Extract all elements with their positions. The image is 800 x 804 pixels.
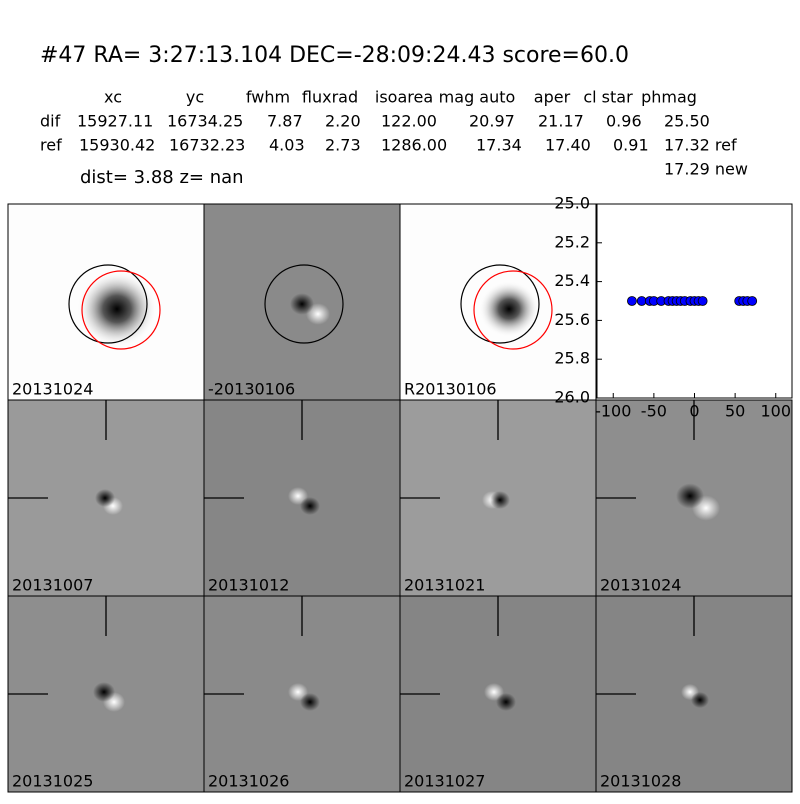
panel: 20131007 <box>7 399 205 597</box>
panel: 20131024 <box>595 399 793 597</box>
dipole-dark <box>490 491 510 509</box>
table-cell: 17.34 <box>476 136 522 155</box>
panel: 20131012 <box>203 399 401 597</box>
panel-label: 20131025 <box>12 772 93 791</box>
table-cell: 15930.42 <box>79 136 155 155</box>
panel-label: 20131026 <box>208 772 289 791</box>
x-tick-label: -100 <box>595 402 631 421</box>
y-tick-label: 25.4 <box>554 271 590 290</box>
panel-label: 20131027 <box>404 772 485 791</box>
column-header: xc <box>104 88 122 107</box>
dipole-dark <box>496 693 516 711</box>
panel-label: 20131007 <box>12 576 93 595</box>
table-cell: 20.97 <box>469 112 515 131</box>
x-tick-label: -50 <box>641 402 667 421</box>
aperture <box>68 264 148 344</box>
panel-label: 20131024 <box>12 380 93 399</box>
panel-label: 20131024 <box>600 576 681 595</box>
table-cell: 7.87 <box>267 112 303 131</box>
aperture <box>264 264 344 344</box>
dist: dist= 3.88 z= nan <box>80 167 244 188</box>
phmag-new: 17.29 new <box>664 160 748 179</box>
table-cell: 15927.11 <box>77 112 153 131</box>
y-tick-label: 26.0 <box>554 388 590 407</box>
table-cell: 17.32 ref <box>664 136 737 155</box>
panel-label: -20130106 <box>208 380 295 399</box>
point <box>747 296 758 306</box>
table-cell: 4.03 <box>269 136 305 155</box>
table-cell: 122.00 <box>381 112 437 131</box>
table-cell: 2.20 <box>325 112 361 131</box>
panel-label: 20131021 <box>404 576 485 595</box>
y-tick-label: 25.2 <box>554 232 590 251</box>
point <box>636 296 647 306</box>
panel: 20131021 <box>399 399 597 597</box>
table-cell: 25.50 <box>664 112 710 131</box>
panel: 20131024 <box>7 203 205 401</box>
y-tick-label: 25.8 <box>554 349 590 368</box>
y-tick-label: 25.6 <box>554 310 590 329</box>
panel: R20130106 <box>399 203 597 401</box>
panel-label: 20131012 <box>208 576 289 595</box>
table-cell: 21.17 <box>538 112 584 131</box>
dipole-dark <box>691 691 709 709</box>
column-header: aper <box>534 88 571 107</box>
aperture <box>460 264 540 344</box>
dipole-dark <box>290 293 314 315</box>
source <box>479 281 539 337</box>
panel-label: 20131028 <box>600 772 681 791</box>
x-tick-label: 100 <box>760 402 791 421</box>
panel-label: R20130106 <box>404 380 497 399</box>
point <box>627 296 637 306</box>
table-cell: 17.40 <box>545 136 591 155</box>
dipole-dark <box>300 693 320 711</box>
panel: 20131026 <box>203 595 401 793</box>
column-header: isoarea <box>375 88 433 107</box>
point <box>697 296 708 306</box>
dipole-dark <box>95 489 115 507</box>
panel: -20130106 <box>203 203 401 401</box>
x-tick-label: 0 <box>689 402 699 421</box>
table-cell: 1286.00 <box>381 136 447 155</box>
aperture-ref <box>473 270 553 350</box>
table-cell: 16734.25 <box>167 112 243 131</box>
table-cell: 0.91 <box>613 136 649 155</box>
column-header: fwhm <box>246 88 290 107</box>
source <box>77 271 157 347</box>
aperture-ref <box>81 270 161 350</box>
column-header: yc <box>186 88 204 107</box>
table-cell: dif <box>40 112 61 131</box>
dipole-dark <box>300 497 320 515</box>
panel: 20131027 <box>399 595 597 793</box>
dipole-dark <box>93 682 115 702</box>
dipole-dark <box>676 483 704 509</box>
y-tick-label: 25.0 <box>554 194 590 213</box>
x-tick-label: 50 <box>725 402 745 421</box>
panel: 20131028 <box>595 595 793 793</box>
column-header: cl star <box>583 88 633 107</box>
table-cell: 2.73 <box>325 136 361 155</box>
table-cell: 0.96 <box>606 112 642 131</box>
table-cell: ref <box>40 136 62 155</box>
title: #47 RA= 3:27:13.104 DEC=-28:09:24.43 sco… <box>40 43 629 68</box>
panel: 20131025 <box>7 595 205 793</box>
column-header: phmag <box>641 88 697 107</box>
column-header: mag auto <box>439 88 516 107</box>
table-cell: 16732.23 <box>169 136 245 155</box>
column-header: fluxrad <box>302 88 358 107</box>
